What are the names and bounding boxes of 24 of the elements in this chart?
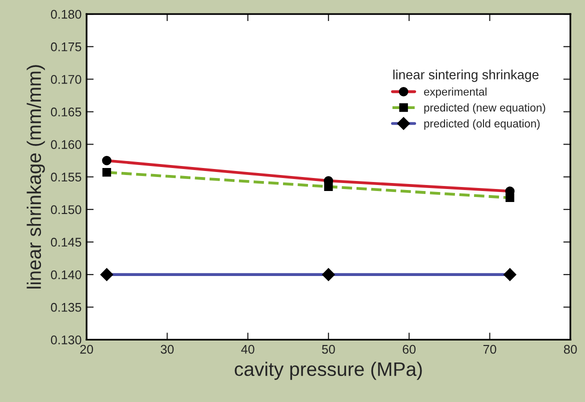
legend-label: experimental: [424, 88, 486, 98]
y-tick-label: 0.135: [50, 302, 82, 312]
legend-label: predicted (new equation): [424, 103, 546, 114]
x-tick-label: 70: [483, 344, 496, 354]
x-tick-label: 30: [160, 344, 174, 354]
x-tick-label: 40: [241, 344, 254, 354]
y-tick-label: 0.155: [50, 172, 82, 182]
x-tick-label: 60: [402, 344, 416, 354]
y-tick-label: 0.180: [50, 10, 82, 19]
y-tick-label: 0.145: [50, 238, 82, 247]
legend-label: predicted (old equation): [424, 119, 540, 130]
y-axis-title: linear shrinkage (mm/mm): [26, 65, 45, 288]
y-tick-label: 0.170: [50, 74, 82, 84]
y-tick-label: 0.150: [50, 205, 82, 214]
y-tick-label: 0.165: [50, 108, 82, 116]
legend-title: linear sintering shrinkage: [393, 70, 539, 82]
y-tick-label: 0.130: [50, 335, 82, 344]
y-tick-label: 0.175: [50, 42, 82, 52]
x-tick-label: 20: [80, 344, 94, 354]
y-tick-label: 0.160: [50, 140, 82, 149]
x-axis-title: cavity pressure (MPa): [234, 362, 422, 380]
x-tick-label: 50: [322, 344, 335, 354]
y-tick-label: 0.140: [50, 270, 82, 280]
x-tick-label: 80: [564, 344, 577, 354]
